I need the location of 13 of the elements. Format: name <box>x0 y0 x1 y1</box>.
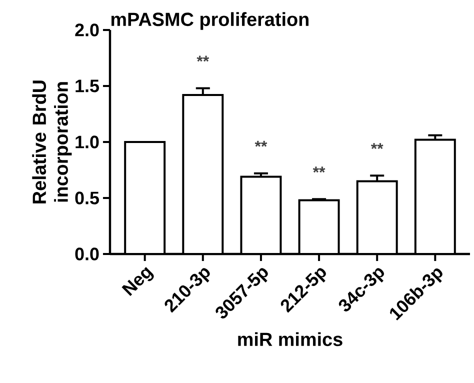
y-tick-label: 2.0 <box>75 24 99 36</box>
y-tick-label: 1.0 <box>76 136 99 148</box>
y-tick-label: 0.0 <box>75 248 99 260</box>
x-tick-label: Neg <box>122 266 154 296</box>
y-axis-title: Relative BrdU incorporation <box>32 80 72 204</box>
annotation: ** <box>254 140 268 147</box>
annotation: ** <box>196 56 210 62</box>
annotation: ** <box>370 143 384 150</box>
annotation: ** <box>312 166 326 173</box>
y-tick-label: 0.5 <box>75 192 99 204</box>
chart-title: mPASMC proliferation <box>111 12 308 30</box>
y-tick-label: 1.5 <box>76 80 99 92</box>
x-axis-title: miR mimics <box>238 332 342 346</box>
